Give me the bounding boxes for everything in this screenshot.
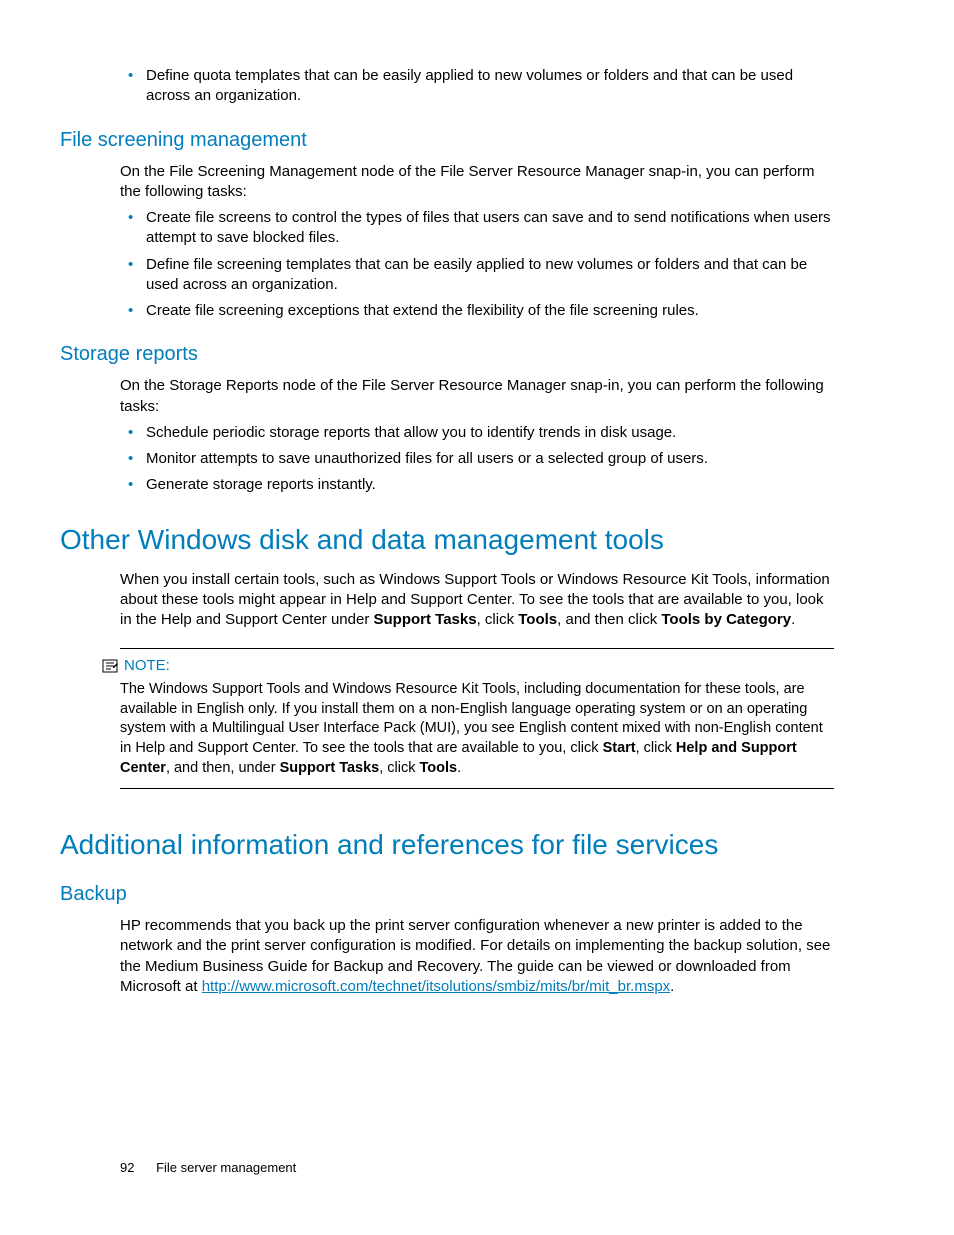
list-item: Create file screens to control the types… (146, 208, 834, 249)
text-run: . (791, 611, 795, 628)
note-bottom-rule (120, 788, 834, 789)
heading-storage-reports: Storage reports (60, 343, 834, 366)
heading-other-tools: Other Windows disk and data management t… (60, 524, 834, 556)
bold-text: Start (603, 740, 636, 756)
bold-text: Support Tasks (280, 760, 380, 776)
paragraph: On the Storage Reports node of the File … (120, 376, 834, 417)
text-run: . (670, 978, 674, 995)
paragraph-backup: HP recommends that you back up the print… (120, 916, 834, 997)
note-icon (102, 659, 118, 673)
list-item: Monitor attempts to save unauthorized fi… (146, 449, 834, 469)
heading-file-screening: File screening management (60, 129, 834, 152)
note-label: NOTE: (124, 657, 170, 674)
list-item: Create file screening exceptions that ex… (146, 301, 834, 321)
list-item: Generate storage reports instantly. (146, 475, 834, 495)
text-run: , click (477, 611, 519, 628)
heading-backup: Backup (60, 883, 834, 906)
text-run: , click (636, 740, 676, 756)
bold-text: Support Tasks (374, 611, 477, 628)
bold-text: Tools by Category (661, 611, 791, 628)
paragraph: On the File Screening Management node of… (120, 162, 834, 203)
note-body: The Windows Support Tools and Windows Re… (120, 680, 834, 778)
note-top-rule (120, 648, 834, 649)
paragraph-other-tools: When you install certain tools, such as … (120, 570, 834, 631)
note-block: NOTE: The Windows Support Tools and Wind… (120, 648, 834, 789)
storage-bullet-list: Schedule periodic storage reports that a… (120, 423, 834, 496)
heading-additional-info: Additional information and references fo… (60, 829, 834, 861)
chapter-title: File server management (156, 1160, 296, 1175)
bold-text: Tools (420, 760, 458, 776)
page-number: 92 (120, 1160, 134, 1175)
intro-bullet-list: Define quota templates that can be easil… (120, 66, 834, 107)
bold-text: Tools (518, 611, 557, 628)
page-footer: 92 File server management (120, 1160, 296, 1175)
list-item: Define file screening templates that can… (146, 255, 834, 296)
backup-link[interactable]: http://www.microsoft.com/technet/itsolut… (202, 978, 670, 995)
text-run: , and then, under (166, 760, 280, 776)
text-run: . (457, 760, 461, 776)
page-content: Define quota templates that can be easil… (60, 66, 894, 997)
text-run: , click (379, 760, 419, 776)
text-run: , and then click (557, 611, 661, 628)
list-item: Define quota templates that can be easil… (146, 66, 834, 107)
note-header: NOTE: (102, 657, 834, 674)
list-item: Schedule periodic storage reports that a… (146, 423, 834, 443)
fsm-bullet-list: Create file screens to control the types… (120, 208, 834, 321)
